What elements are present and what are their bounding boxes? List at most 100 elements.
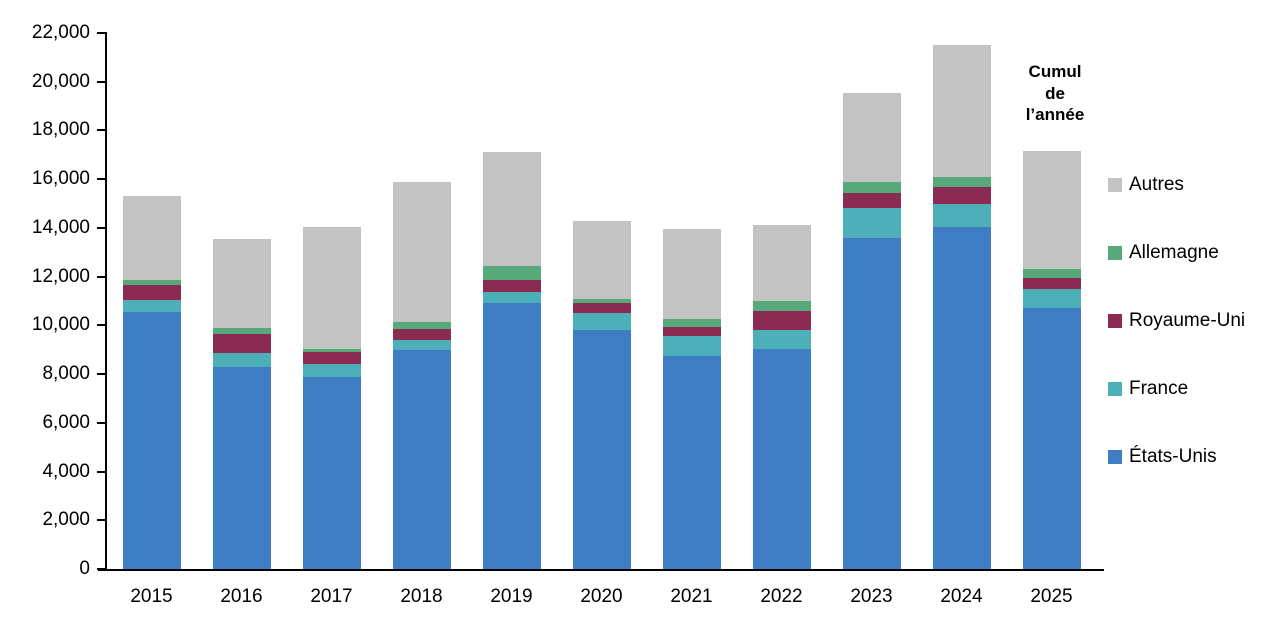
bar-segment-Allemagne-2016 (212, 327, 271, 334)
legend-item-États-Unis: États-Unis (1108, 444, 1217, 470)
bar-segment-États-Unis-2022 (752, 348, 811, 569)
bar-segment-France-2025 (1022, 288, 1081, 309)
bar-segment-États-Unis-2018 (392, 349, 451, 569)
bar-2020 (572, 33, 631, 569)
y-tick-label: 10,000 (31, 314, 90, 336)
bar-segment-Royaume-Uni-2017 (302, 352, 361, 365)
annotation-line: de (1045, 83, 1065, 103)
legend-swatch-icon (1108, 178, 1122, 192)
legend-label: Royaume-Uni (1129, 310, 1246, 331)
bar-segment-Royaume-Uni-2021 (662, 326, 721, 337)
x-axis-line (98, 569, 1104, 571)
bar-segment-Autres-2022 (752, 225, 811, 301)
y-tick-mark (97, 178, 105, 181)
bar-2025 (1022, 33, 1081, 569)
x-tick-label-2020: 2020 (580, 586, 623, 607)
bar-segment-Royaume-Uni-2015 (122, 285, 181, 300)
y-tick-label: 8,000 (42, 363, 90, 385)
bar-segment-Royaume-Uni-2023 (842, 192, 901, 209)
x-tick-label-2015: 2015 (130, 586, 173, 607)
bar-segment-Autres-2023 (842, 92, 901, 182)
y-tick-mark (97, 470, 105, 473)
y-tick-mark (97, 80, 105, 83)
bar-segment-États-Unis-2021 (662, 355, 721, 569)
legend-label: Allemagne (1129, 242, 1219, 263)
bar-segment-France-2017 (302, 364, 361, 377)
y-tick-mark (97, 32, 105, 34)
bar-segment-États-Unis-2020 (572, 330, 631, 569)
bar-segment-Autres-2025 (1022, 151, 1081, 270)
bar-segment-Allemagne-2022 (752, 301, 811, 311)
bar-segment-Royaume-Uni-2024 (932, 186, 991, 204)
y-tick-label: 14,000 (31, 216, 90, 238)
y-tick-label: 22,000 (31, 22, 90, 43)
bar-segment-Autres-2024 (932, 45, 991, 177)
bar-segment-Autres-2017 (302, 226, 361, 349)
bar-segment-Allemagne-2018 (392, 321, 451, 330)
y-tick-mark (97, 129, 105, 132)
y-axis-line (105, 32, 107, 570)
bar-segment-Autres-2020 (572, 220, 631, 299)
y-tick-mark (97, 226, 105, 229)
bar-segment-France-2019 (482, 292, 541, 304)
bar-segment-France-2018 (392, 340, 451, 350)
bar-segment-Allemagne-2019 (482, 265, 541, 281)
y-tick-mark (97, 421, 105, 424)
bar-2018 (392, 33, 451, 569)
bar-segment-France-2021 (662, 336, 721, 356)
cumul-annotation: Cumul de l’année (1003, 61, 1107, 126)
y-tick-label: 0 (79, 558, 90, 579)
bar-segment-France-2015 (122, 299, 181, 312)
y-tick-mark (97, 568, 105, 570)
legend-item-Autres: Autres (1108, 172, 1184, 198)
bar-segment-Autres-2015 (122, 196, 181, 281)
bar-2024 (932, 33, 991, 569)
bar-segment-États-Unis-2023 (842, 237, 901, 569)
legend-label: États-Unis (1129, 446, 1217, 467)
bar-segment-Royaume-Uni-2019 (482, 280, 541, 293)
bar-segment-France-2016 (212, 353, 271, 367)
bar-segment-Royaume-Uni-2022 (752, 310, 811, 331)
bar-segment-Autres-2016 (212, 238, 271, 328)
bar-2017 (302, 33, 361, 569)
x-tick-label-2023: 2023 (850, 586, 893, 607)
bar-2016 (212, 33, 271, 569)
bar-segment-Allemagne-2025 (1022, 269, 1081, 278)
bar-segment-Autres-2021 (662, 229, 721, 320)
bar-segment-États-Unis-2015 (122, 311, 181, 569)
annotation-line: l’année (1025, 105, 1085, 124)
y-tick-label: 12,000 (31, 265, 90, 287)
legend-swatch-icon (1108, 382, 1122, 396)
x-tick-label-2017: 2017 (310, 586, 353, 607)
bar-segment-France-2024 (932, 203, 991, 227)
bar-segment-États-Unis-2016 (212, 366, 271, 569)
bar-segment-Autres-2019 (482, 152, 541, 266)
annotation-line: Cumul (1028, 62, 1082, 81)
legend-item-Royaume-Uni: Royaume-Uni (1108, 308, 1245, 334)
bar-segment-France-2023 (842, 208, 901, 238)
legend-item-France: France (1108, 376, 1188, 402)
bar-segment-Allemagne-2015 (122, 280, 181, 286)
y-tick-mark (97, 373, 105, 376)
y-tick-label: 16,000 (31, 168, 90, 190)
x-tick-label-2022: 2022 (760, 586, 803, 607)
bar-segment-Autres-2018 (392, 181, 451, 322)
bar-2021 (662, 33, 721, 569)
bar-segment-États-Unis-2017 (302, 376, 361, 569)
bar-segment-France-2020 (572, 313, 631, 331)
bar-segment-Royaume-Uni-2025 (1022, 277, 1081, 289)
legend-item-Allemagne: Allemagne (1108, 240, 1219, 266)
bar-segment-Allemagne-2021 (662, 319, 721, 327)
y-tick-label: 4,000 (42, 460, 90, 482)
bar-2023 (842, 33, 901, 569)
y-tick-mark (97, 519, 105, 522)
bar-segment-États-Unis-2025 (1022, 308, 1081, 569)
bar-segment-États-Unis-2019 (482, 303, 541, 569)
legend-label: Autres (1129, 174, 1184, 195)
y-tick-label: 18,000 (31, 119, 90, 141)
bar-2022 (752, 33, 811, 569)
bar-segment-États-Unis-2024 (932, 226, 991, 569)
y-tick-mark (97, 275, 105, 278)
x-tick-label-2019: 2019 (490, 586, 533, 607)
